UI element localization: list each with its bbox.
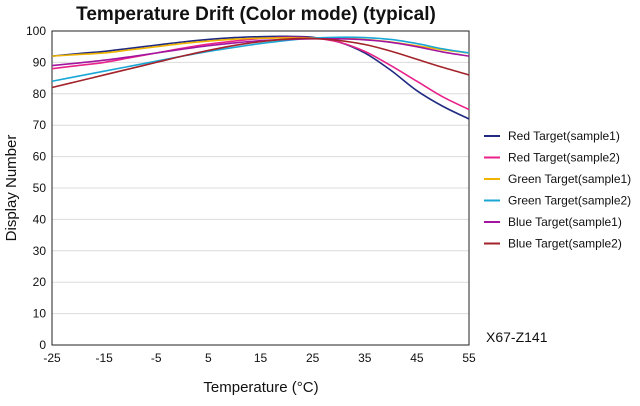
y-tick-label: 80 [33,87,47,101]
y-tick-label: 60 [33,150,47,164]
x-axis: -25 -15 -5 5 15 25 35 45 55 [43,351,476,365]
series-line-2 [51,36,470,111]
x-tick-label: 5 [205,351,212,365]
model-label: X67-Z141 [486,329,548,345]
y-tick-label: 30 [33,244,47,258]
gridlines [52,61,469,315]
y-axis: 0 10 20 30 40 50 60 70 80 90 100 [26,24,46,352]
series-line-6 [51,37,470,89]
x-tick-label: -15 [95,351,113,365]
legend-label: Blue Target(sample1) [508,215,622,229]
legend-label: Green Target(sample1) [508,172,631,186]
y-axis-label: Display Number [3,135,20,242]
y-tick-label: 10 [33,307,47,321]
y-tick-label: 40 [33,212,47,226]
x-tick-label: 45 [410,351,424,365]
y-tick-label: 50 [33,181,47,195]
series-line-5 [51,37,470,67]
y-tick-label: 100 [26,24,46,38]
legend-label: Blue Target(sample2) [508,237,622,251]
legend-label: Red Target(sample2) [508,151,620,165]
y-tick-label: 0 [39,338,46,352]
y-tick-label: 70 [33,118,47,132]
legend-label: Red Target(sample1) [508,129,620,143]
chart-title: Temperature Drift (Color mode) (typical) [76,4,436,25]
x-tick-label: 55 [462,351,476,365]
series-lines [51,35,470,120]
x-tick-label: -5 [151,351,162,365]
series-line-4 [51,36,470,83]
x-tick-label: 15 [254,351,268,365]
y-tick-label: 90 [33,55,47,69]
x-tick-label: 25 [306,351,320,365]
x-axis-label: Temperature (°C) [203,379,318,396]
x-tick-label: -25 [43,351,61,365]
x-tick-label: 35 [358,351,372,365]
legend: Red Target(sample1) Red Target(sample2) Gr… [484,129,631,251]
legend-label: Green Target(sample2) [508,194,631,208]
plot-area [51,30,470,346]
series-line-1 [51,35,470,120]
y-tick-label: 20 [33,275,47,289]
